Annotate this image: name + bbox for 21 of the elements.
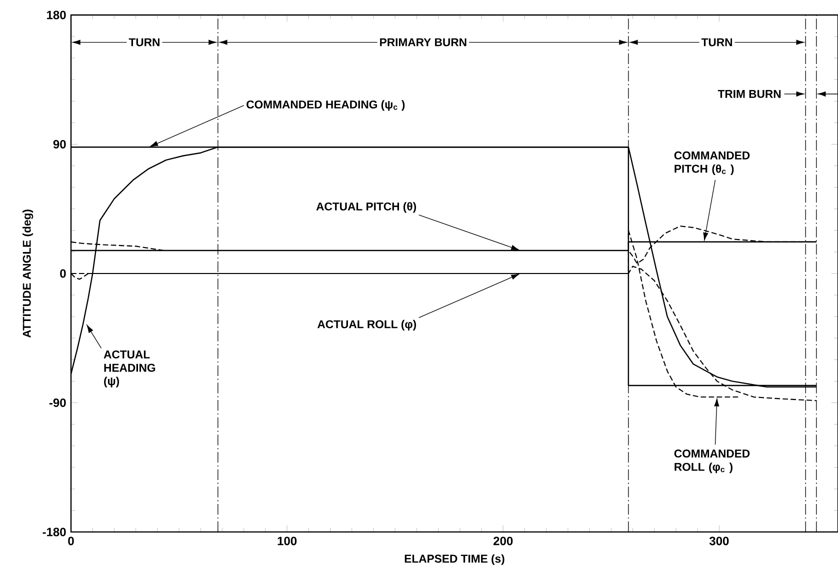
annotation: PRIMARY BURN [380, 38, 466, 46]
y-tick-label: -90 [49, 398, 66, 408]
x-tick-label: 200 [494, 536, 513, 546]
y-tick-label: 180 [47, 10, 66, 20]
annotation: ACTUAL HEADING (ψ) [104, 350, 156, 388]
annotation: TRIM BURN [718, 90, 781, 98]
x-tick-label: 100 [278, 536, 297, 546]
x-axis-title: ELAPSED TIME (s) [404, 554, 504, 565]
annotation: COMMANDED HEADING (ψ$_{c}$ ) [246, 100, 405, 111]
y-tick-label: -180 [42, 528, 66, 536]
y-tick-label: 90 [53, 140, 66, 149]
y-axis-title: ATTITUDE ANGLE (deg) [22, 210, 34, 338]
annotation: ACTUAL ROLL (φ) [317, 320, 416, 330]
x-tick-label: 0 [68, 536, 74, 546]
annotation: COMMANDED PITCH (θ$_{c}$ ) [674, 151, 750, 175]
annotation: ACTUAL PITCH (θ) [316, 202, 416, 213]
x-tick-label: 300 [709, 536, 729, 546]
annotation: TURN [701, 38, 732, 46]
annotation: COMMANDED ROLL (φ$_{c}$ ) [674, 450, 750, 474]
annotation: TURN [128, 38, 160, 46]
y-tick-label: 0 [60, 269, 66, 278]
